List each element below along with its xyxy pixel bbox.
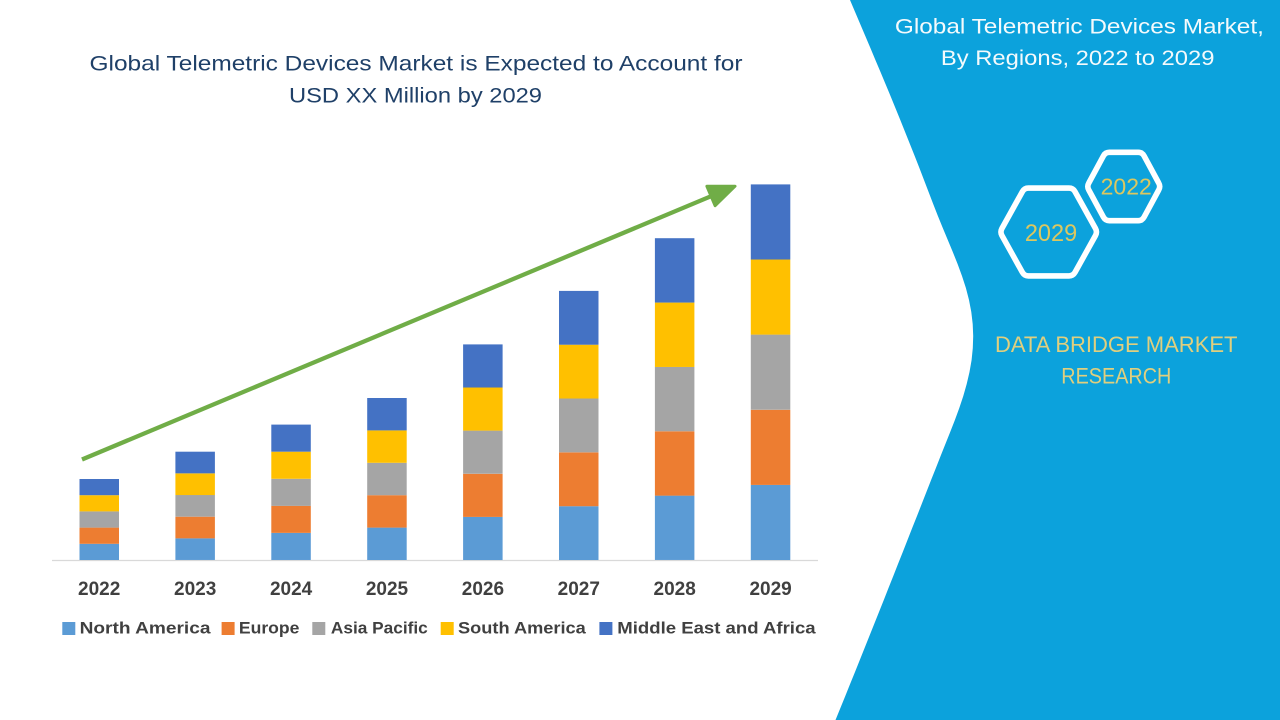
svg-text:2026: 2026 <box>462 579 504 600</box>
svg-text:South America: South America <box>458 619 586 638</box>
svg-text:2023: 2023 <box>174 579 216 600</box>
svg-text:2025: 2025 <box>366 579 409 600</box>
svg-text:USD XX Million by 2029: USD XX Million by 2029 <box>289 83 542 107</box>
svg-text:2028: 2028 <box>654 579 696 600</box>
svg-text:2024: 2024 <box>270 579 313 600</box>
svg-text:2029: 2029 <box>1025 220 1077 247</box>
svg-text:By Regions, 2022 to 2029: By Regions, 2022 to 2029 <box>941 47 1215 70</box>
svg-text:Global Telemetric Devices Mark: Global Telemetric Devices Market is Expe… <box>90 51 743 75</box>
svg-text:2022: 2022 <box>78 579 120 600</box>
svg-text:Asia Pacific: Asia Pacific <box>331 619 428 638</box>
svg-text:Europe: Europe <box>239 619 300 638</box>
svg-text:Middle East and Africa: Middle East and Africa <box>617 619 816 638</box>
svg-text:DATA BRIDGE MARKET: DATA BRIDGE MARKET <box>995 332 1238 357</box>
svg-text:2027: 2027 <box>558 579 600 600</box>
svg-text:2029: 2029 <box>749 579 791 600</box>
svg-text:RESEARCH: RESEARCH <box>1061 364 1171 389</box>
svg-text:2022: 2022 <box>1101 174 1152 200</box>
svg-text:Global Telemetric Devices Mark: Global Telemetric Devices Market, <box>895 16 1264 39</box>
svg-text:North America: North America <box>80 619 212 638</box>
